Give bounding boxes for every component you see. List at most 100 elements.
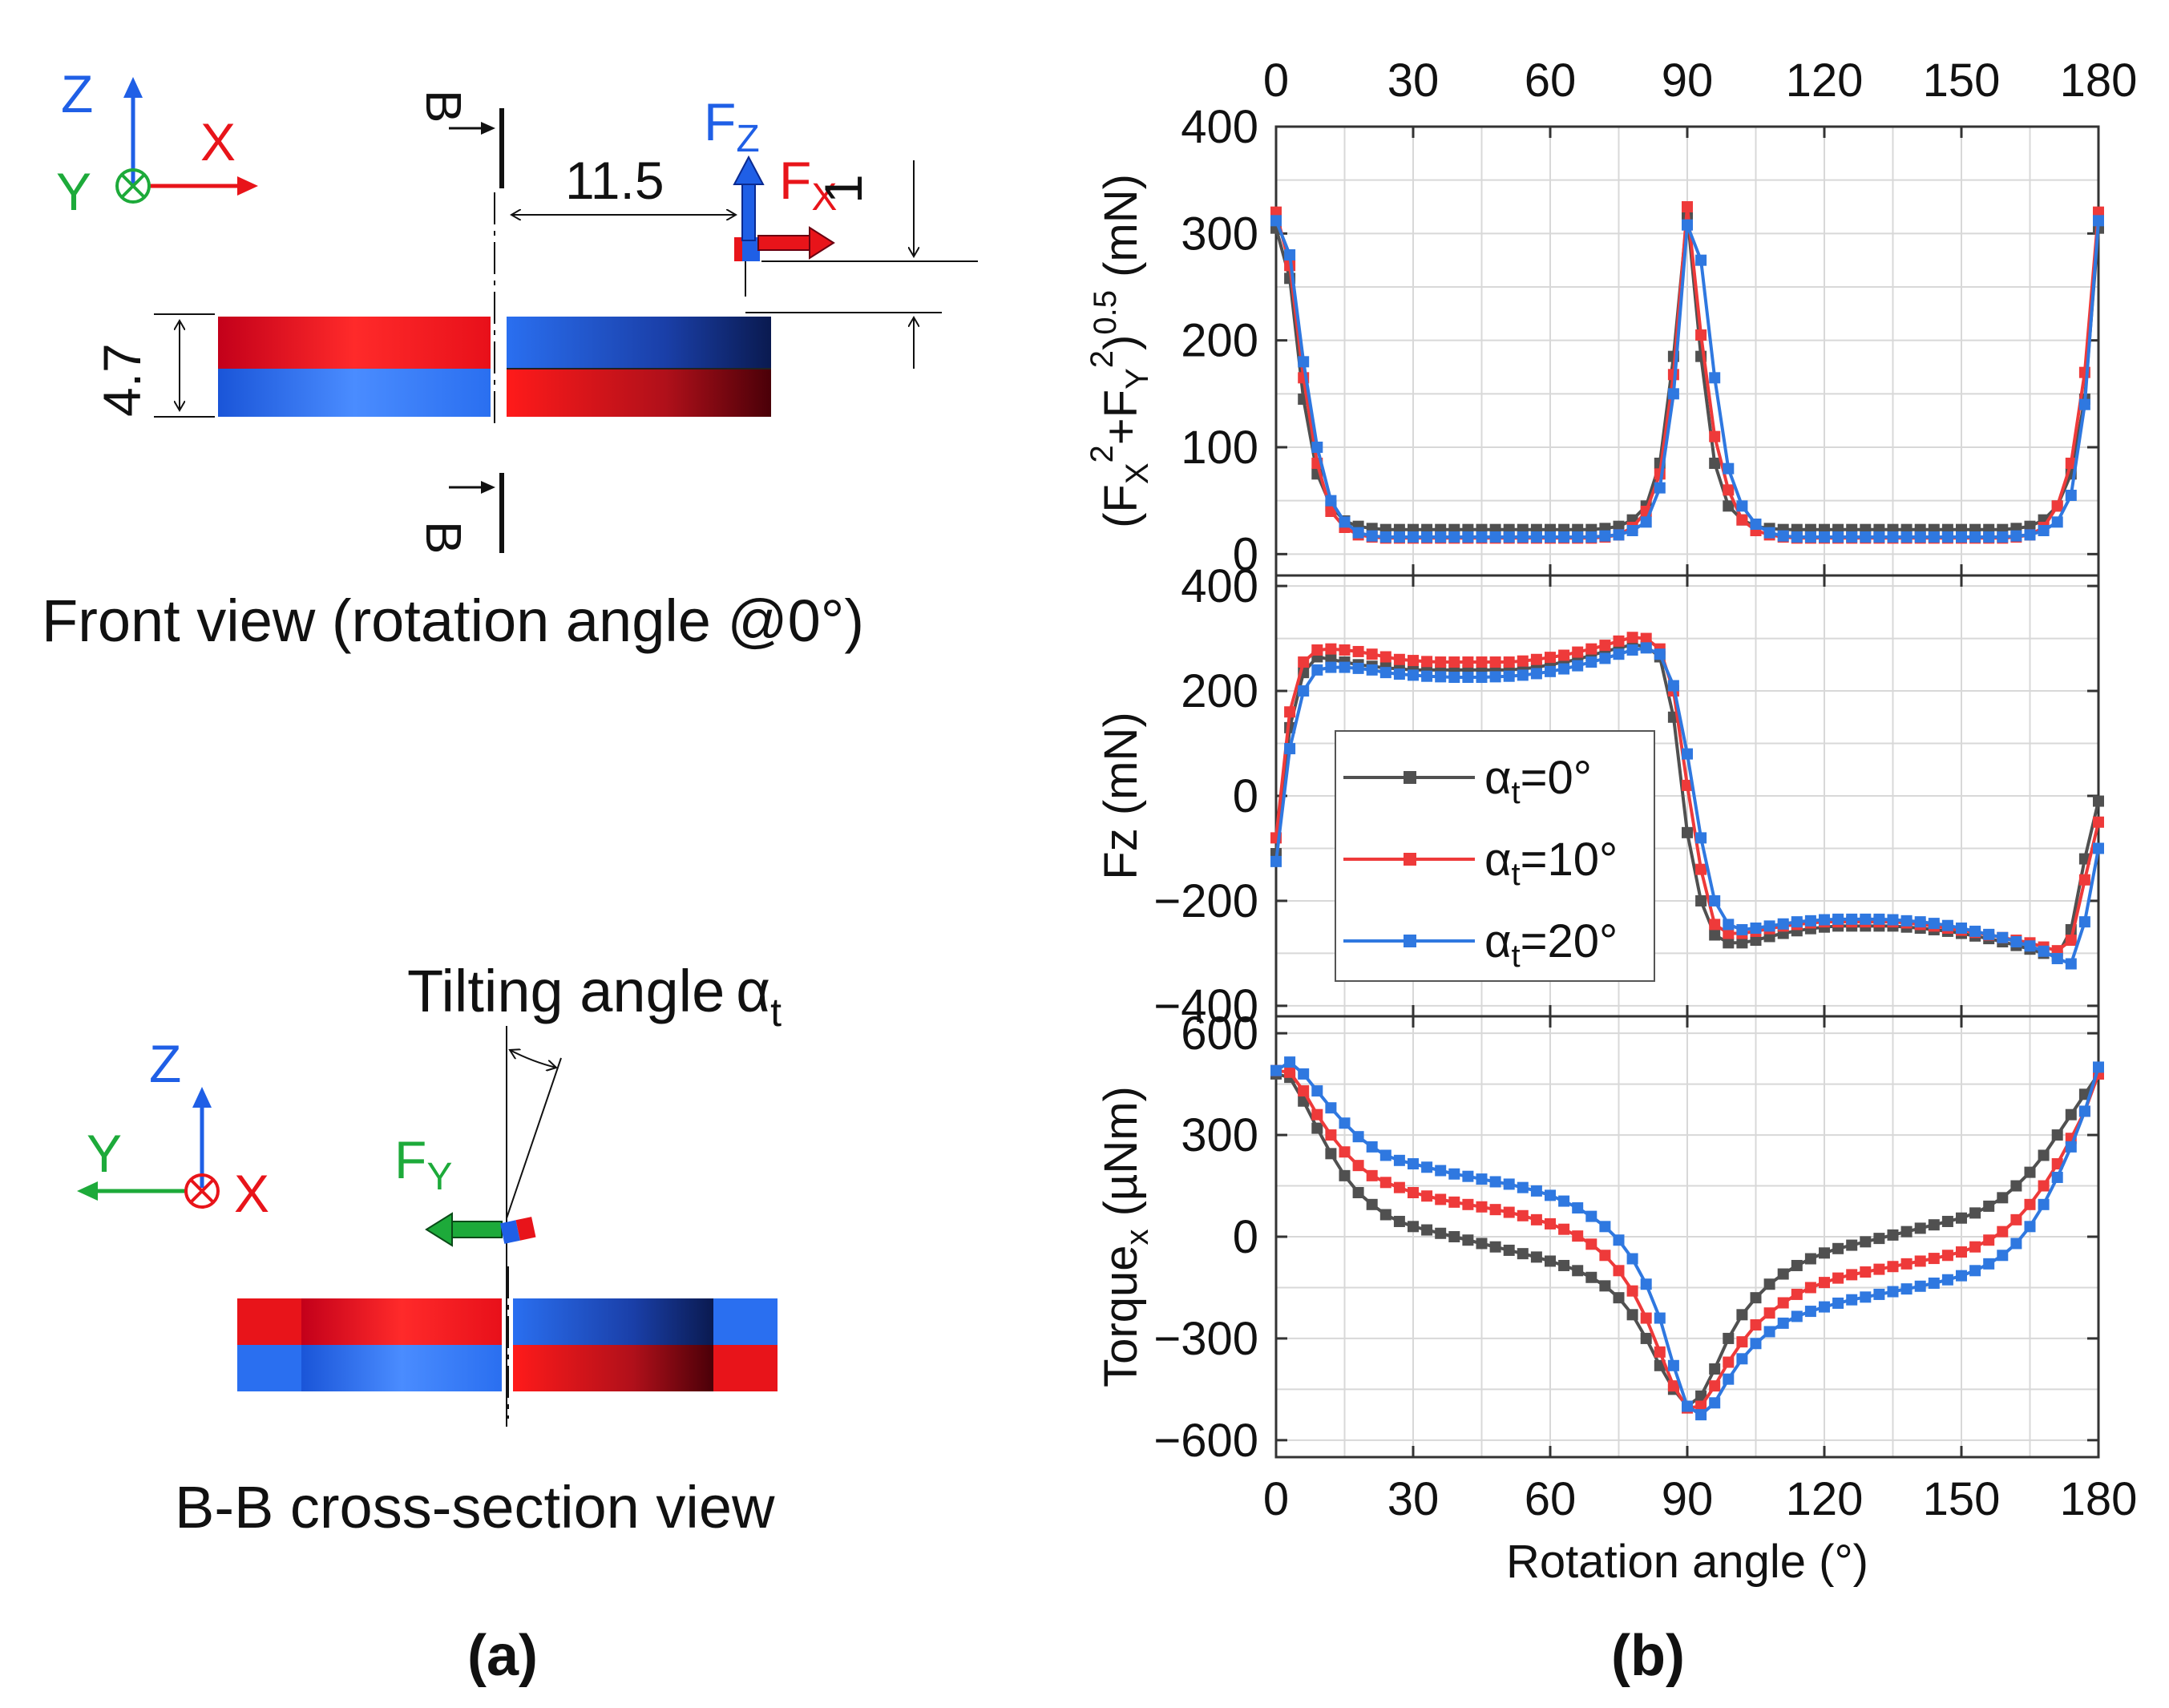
- force-z-label: FZ: [704, 92, 760, 160]
- dim-height: [154, 313, 215, 418]
- legend: αt=0° αt=10° αt=20°: [1335, 730, 1655, 982]
- data-point: [1339, 1117, 1351, 1129]
- section-marker-top-label: B: [415, 90, 471, 123]
- data-point: [1736, 1336, 1748, 1348]
- data-point: [1421, 531, 1433, 543]
- data-point: [1448, 1231, 1460, 1242]
- data-point: [1489, 1204, 1501, 1216]
- data-point: [1476, 656, 1488, 668]
- data-point: [2078, 916, 2090, 928]
- data-point: [1736, 1309, 1748, 1321]
- x-tick-label-top: 150: [1923, 55, 2001, 107]
- data-point: [1887, 1261, 1899, 1273]
- data-point: [1900, 1225, 1913, 1238]
- data-point: [1421, 1161, 1433, 1173]
- data-point: [1997, 1192, 2009, 1204]
- data-point: [1928, 1253, 1940, 1265]
- data-point: [1709, 919, 1721, 931]
- data-point: [2078, 1105, 2090, 1117]
- data-point: [1530, 653, 1542, 665]
- data-point: [1723, 1332, 1735, 1344]
- y-tick-label: 300: [1181, 1109, 1258, 1161]
- data-point: [1804, 531, 1816, 543]
- y-tick-label: 100: [1181, 422, 1258, 474]
- data-point: [1832, 913, 1844, 925]
- data-point: [1599, 652, 1611, 664]
- data-point: [1777, 1297, 1789, 1309]
- data-point: [1846, 913, 1858, 925]
- data-point: [1408, 1221, 1419, 1233]
- legend-label: αt=0°: [1484, 752, 1592, 810]
- data-point: [1626, 644, 1638, 656]
- data-point: [1448, 1196, 1460, 1208]
- data-point: [1914, 916, 1926, 928]
- data-point: [2024, 1198, 2036, 1210]
- data-point: [2051, 952, 2063, 964]
- data-point: [1613, 1265, 1625, 1277]
- data-point: [1682, 219, 1693, 231]
- data-point: [1941, 919, 1953, 931]
- force-z-arrow: [733, 155, 765, 241]
- data-point: [1640, 642, 1652, 654]
- legend-label: αt=20°: [1484, 915, 1618, 974]
- data-point: [1489, 1176, 1501, 1188]
- front-view-caption: Front view (rotation angle @0°): [42, 588, 864, 654]
- cross-sensor-point: [499, 1217, 536, 1244]
- data-point: [1983, 1258, 1995, 1270]
- data-point: [1572, 646, 1584, 658]
- data-point: [1599, 1250, 1611, 1262]
- data-point: [1408, 669, 1419, 681]
- data-point: [1421, 1190, 1433, 1202]
- x-tick-label-bottom: 0: [1263, 1473, 1289, 1525]
- data-point: [1873, 1263, 1885, 1275]
- data-point: [1558, 649, 1570, 661]
- y-tick-label: 200: [1181, 665, 1258, 717]
- subplot-1: [1270, 125, 2104, 577]
- data-point: [2038, 945, 2050, 957]
- data-point: [1860, 913, 1872, 925]
- data-point: [1819, 1301, 1830, 1313]
- front-magnet: [218, 317, 771, 417]
- data-point: [1379, 1209, 1391, 1221]
- data-point: [1763, 1307, 1775, 1319]
- data-point: [1448, 656, 1460, 668]
- data-point: [1530, 531, 1542, 543]
- data-point: [1750, 923, 1762, 934]
- data-point: [1832, 1242, 1844, 1254]
- legend-marker: [1404, 853, 1416, 866]
- data-point: [2078, 398, 2090, 410]
- data-point: [1709, 894, 1721, 906]
- data-point: [2024, 940, 2036, 952]
- data-point: [1969, 925, 1981, 937]
- data-point: [1366, 1198, 1378, 1210]
- data-point: [1887, 1229, 1899, 1241]
- data-point: [1791, 1259, 1803, 1271]
- data-point: [1325, 643, 1337, 655]
- data-point: [1969, 531, 1981, 543]
- data-point: [1408, 531, 1419, 543]
- data-point: [1379, 667, 1391, 679]
- data-point: [1763, 920, 1775, 932]
- data-point: [1667, 1380, 1679, 1392]
- data-point: [1352, 662, 1364, 674]
- data-point: [1408, 1158, 1419, 1170]
- data-point: [1819, 531, 1830, 543]
- data-point: [2024, 520, 2036, 532]
- data-point: [1270, 855, 1282, 867]
- data-point: [1640, 632, 1652, 644]
- cross-magnet: [237, 1298, 778, 1391]
- data-point: [2010, 936, 2022, 948]
- data-point: [1545, 1189, 1556, 1201]
- data-point: [2093, 842, 2104, 854]
- front-axis-z-label: Z: [61, 64, 93, 123]
- data-point: [1997, 531, 2009, 543]
- data-point: [1545, 652, 1556, 664]
- data-point: [1503, 1178, 1515, 1190]
- front-axis-y-label: Y: [56, 162, 91, 221]
- data-point: [1462, 672, 1474, 684]
- data-point: [1846, 531, 1858, 543]
- data-point: [1284, 1056, 1296, 1068]
- data-point: [1366, 1169, 1378, 1181]
- y-axis-title-1: (FX2+FY2)0.5 (mN): [1084, 174, 1155, 528]
- data-point: [1298, 1085, 1310, 1097]
